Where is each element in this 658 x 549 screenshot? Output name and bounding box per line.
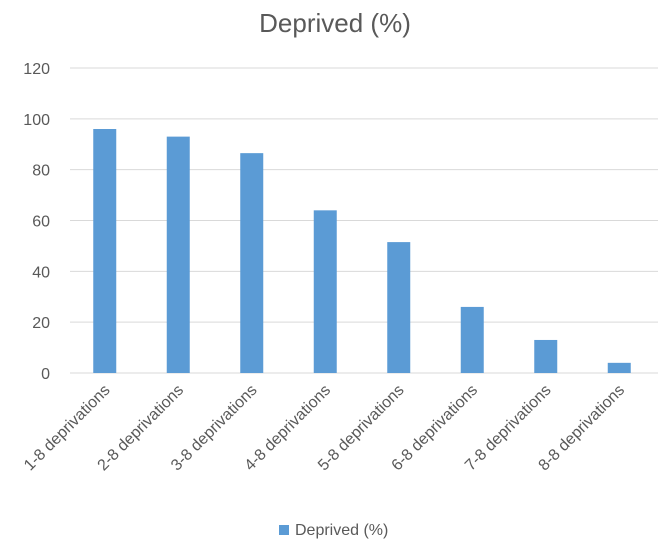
y-tick-label: 40 — [32, 264, 50, 281]
y-tick-label: 0 — [41, 366, 50, 383]
bar — [314, 210, 337, 373]
bar — [608, 363, 631, 373]
y-tick-label: 20 — [32, 315, 50, 332]
y-tick-label: 100 — [23, 112, 50, 129]
y-tick-label: 80 — [32, 163, 50, 180]
chart-title: Deprived (%) — [259, 8, 411, 38]
y-tick-label: 120 — [23, 61, 50, 78]
bar — [387, 242, 410, 373]
gridlines — [70, 68, 658, 373]
legend-label: Deprived (%) — [295, 522, 388, 539]
bar — [240, 153, 263, 373]
bar — [93, 129, 116, 373]
legend-swatch — [279, 525, 289, 535]
y-tick-label: 60 — [32, 214, 50, 231]
bar-chart: Deprived (%) 0 20 40 60 80 100 120 1-8 depriva… — [0, 0, 658, 549]
bar — [534, 340, 557, 373]
bar — [167, 137, 190, 373]
bars — [93, 129, 631, 373]
y-axis-ticks: 0 20 40 60 80 100 120 — [23, 61, 50, 383]
legend: Deprived (%) — [279, 522, 388, 539]
chart-frame: Deprived (%) 0 20 40 60 80 100 120 1-8 depriva… — [0, 0, 658, 549]
bar — [461, 307, 484, 373]
